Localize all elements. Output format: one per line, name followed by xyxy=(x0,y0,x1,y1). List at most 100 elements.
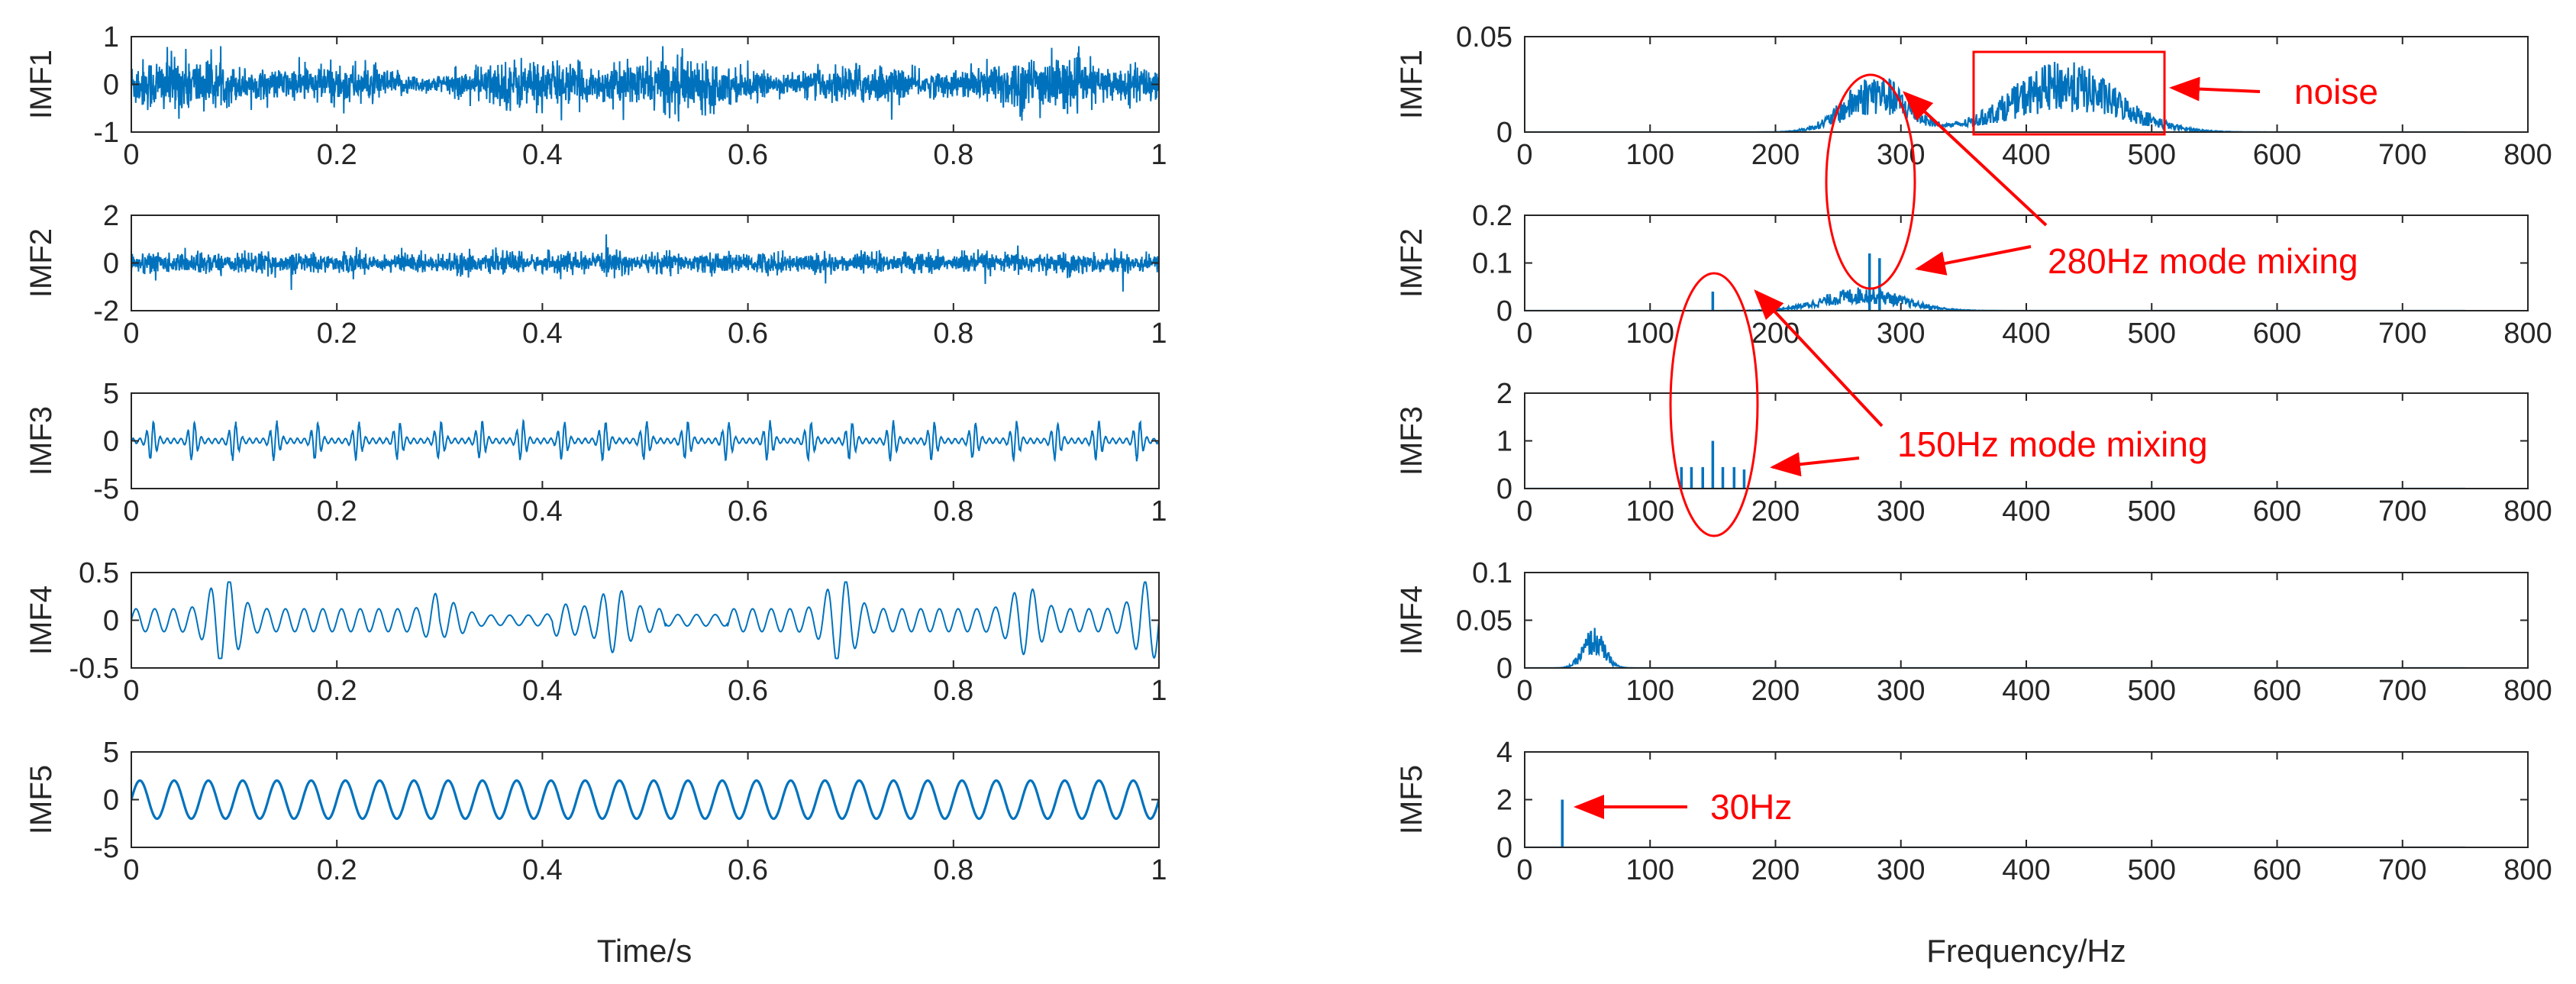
x-tick-label: 0 xyxy=(123,139,139,171)
y-tick-label: 0 xyxy=(103,69,119,102)
y-tick-label: 0 xyxy=(103,426,119,458)
series-line-imf2 xyxy=(131,234,1159,292)
x-tick-label: 200 xyxy=(1751,139,1800,171)
y-tick-label: -0.5 xyxy=(69,653,119,685)
subplot-spectrum-imf2: 0 100 200 300 400 500 600 700 800 0 0.1 0.2 IMF2 xyxy=(1395,200,2552,350)
x-tick-label: 800 xyxy=(2503,495,2552,527)
axes-frame xyxy=(1524,572,2529,669)
x-tick-label: 600 xyxy=(2253,854,2301,886)
x-tick-label: 0 xyxy=(123,854,139,886)
x-tick-label: 100 xyxy=(1626,139,1674,171)
y-axis-label: IMF2 xyxy=(1395,228,1428,298)
axes-frame xyxy=(1524,215,2529,311)
y-axis-label: IMF4 xyxy=(24,586,58,655)
x-tick-label: 800 xyxy=(2503,854,2552,886)
subplot-spectrum-imf5: 0 100 200 300 400 500 600 700 800 0 2 4 IMF5 xyxy=(1395,737,2552,886)
x-tick-label: 0.4 xyxy=(522,854,563,886)
x-tick-label: 0.6 xyxy=(728,854,768,886)
x-tick-label: 0 xyxy=(1516,495,1532,527)
spectrum-line-imf2 xyxy=(1525,287,2465,311)
x-tick-label: 0.2 xyxy=(317,854,357,886)
y-axis-label: IMF5 xyxy=(1395,765,1428,834)
y-axis-label: IMF2 xyxy=(24,228,58,298)
x-tick-label: 200 xyxy=(1751,495,1800,527)
x-tick-label: 0.8 xyxy=(933,139,973,171)
x-tick-label: 0 xyxy=(123,318,139,350)
spectrum-line-imf1 xyxy=(1525,61,2465,132)
series-line-imf1 xyxy=(131,46,1159,122)
mixing-150-arrow-b xyxy=(1770,452,1860,477)
x-tick-label: 0.8 xyxy=(933,318,973,350)
y-tick-label: 2 xyxy=(1496,378,1512,410)
y-tick-label: 0.05 xyxy=(1456,605,1512,637)
annotations-layer: noise 280Hz mode mixing 150Hz mode mixin… xyxy=(1574,50,2378,827)
y-tick-label: 0 xyxy=(103,605,119,637)
x-tick-label: 400 xyxy=(2002,139,2050,171)
mixing-150-arrow-a xyxy=(1754,289,1884,427)
x-tick-label: 0 xyxy=(123,495,139,527)
noise-box xyxy=(1972,50,2166,136)
x-tick-label: 400 xyxy=(2002,318,2050,350)
x-tick-label: 0.4 xyxy=(522,139,563,171)
series-line-imf5 xyxy=(131,779,1159,821)
x-tick-label: 1 xyxy=(1151,854,1167,886)
y-tick-label: 0 xyxy=(1496,653,1512,685)
mixing-150-ellipse xyxy=(1669,272,1759,537)
y-tick-label: 5 xyxy=(103,737,119,769)
y-axis-label: IMF5 xyxy=(24,765,58,834)
x-tick-label: 300 xyxy=(1877,495,1925,527)
y-tick-label: 0.1 xyxy=(1472,557,1512,589)
x-tick-label: 0.8 xyxy=(933,854,973,886)
x-tick-label: 100 xyxy=(1626,675,1674,707)
series-line-imf4 xyxy=(131,581,1159,660)
spectrum-line-imf4 xyxy=(1525,628,2465,668)
y-axis-label: IMF1 xyxy=(24,50,58,119)
y-tick-label: -2 xyxy=(93,295,119,327)
x-tick-label: 300 xyxy=(1877,139,1925,171)
y-tick-label: 0 xyxy=(103,248,119,280)
y-tick-label: 5 xyxy=(103,378,119,410)
x-tick-label: 1 xyxy=(1151,139,1167,171)
subplot-spectrum-imf3: 0 100 200 300 400 500 600 700 800 0 1 2 IMF3 xyxy=(1395,378,2552,527)
subplot-spectrum-imf1: 0 100 200 300 400 500 600 700 800 0 0.05 IMF1 xyxy=(1395,21,2552,171)
subplot-spectrum-imf4: 0 100 200 300 400 500 600 700 800 0 0.05 0.1 IMF4 xyxy=(1395,557,2552,707)
x-tick-label: 0 xyxy=(1516,139,1532,171)
y-tick-label: 0 xyxy=(1496,832,1512,864)
x-tick-label: 700 xyxy=(2378,318,2426,350)
y-tick-label: 0.5 xyxy=(79,557,119,589)
x-tick-label: 0.4 xyxy=(522,318,563,350)
noise-arrow xyxy=(2169,76,2261,102)
x-tick-label: 0.2 xyxy=(317,495,357,527)
x-tick-label: 0.6 xyxy=(728,495,768,527)
x-tick-label: 1 xyxy=(1151,675,1167,707)
x-tick-label: 600 xyxy=(2253,139,2301,171)
y-tick-label: 2 xyxy=(1496,785,1512,817)
x-tick-label: 700 xyxy=(2378,675,2426,707)
x-tick-label: 0.2 xyxy=(317,675,357,707)
x-tick-label: 1 xyxy=(1151,495,1167,527)
x-tick-label: 700 xyxy=(2378,495,2426,527)
x-tick-label: 0 xyxy=(1516,318,1532,350)
noise-label: noise xyxy=(2294,72,2378,111)
y-axis-label: IMF4 xyxy=(1395,586,1428,655)
x-tick-label: 600 xyxy=(2253,318,2301,350)
x-tick-label: 400 xyxy=(2002,675,2050,707)
x-tick-label: 800 xyxy=(2503,139,2552,171)
x-tick-label: 500 xyxy=(2128,675,2176,707)
x-tick-label: 0.6 xyxy=(728,675,768,707)
x-tick-label: 300 xyxy=(1877,675,1925,707)
x-tick-label: 400 xyxy=(2002,495,2050,527)
mixing-280-arrow-a xyxy=(1903,91,2048,227)
y-tick-label: 0.1 xyxy=(1472,248,1512,280)
y-tick-label: 0 xyxy=(103,785,119,817)
x-tick-label: 100 xyxy=(1626,495,1674,527)
series-line-imf3 xyxy=(131,418,1159,463)
y-tick-label: -1 xyxy=(93,117,119,149)
mixing-280-arrow-b xyxy=(1915,245,2032,276)
